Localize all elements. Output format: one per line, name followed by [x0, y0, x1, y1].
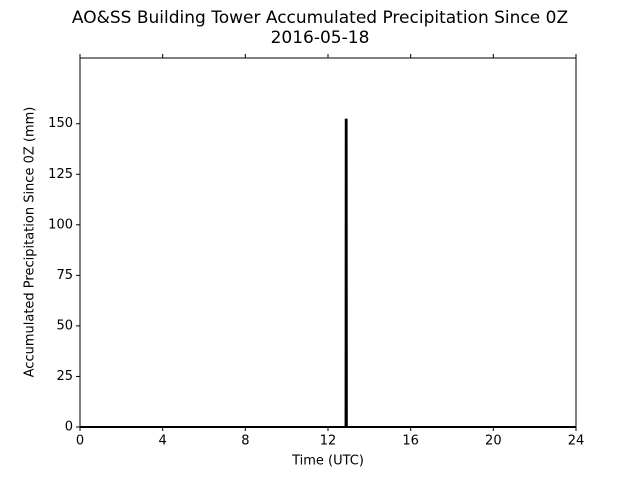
x-tick-label: 24	[568, 434, 585, 449]
chart-subtitle: 2016-05-18	[271, 28, 370, 48]
y-tick-label: 100	[48, 217, 73, 232]
y-tick-label: 50	[56, 318, 73, 333]
y-tick-label: 75	[56, 268, 73, 283]
x-tick-label: 16	[402, 434, 419, 449]
x-tick-label: 20	[485, 434, 502, 449]
y-tick-label: 0	[65, 420, 73, 435]
x-axis-label: Time (UTC)	[291, 454, 364, 469]
x-tick-label: 8	[241, 434, 249, 449]
y-tick-label: 125	[48, 167, 73, 182]
y-axis-label: Accumulated Precipitation Since 0Z (mm)	[23, 107, 38, 378]
plot-frame	[79, 57, 577, 428]
y-tick-label: 25	[56, 369, 73, 384]
data-line	[80, 118, 576, 428]
x-tick-label: 12	[320, 434, 337, 449]
y-tick-label: 150	[48, 116, 73, 131]
x-tick-label: 0	[76, 434, 84, 449]
chart-title: AO&SS Building Tower Accumulated Precipi…	[72, 8, 568, 28]
x-tick-label: 4	[159, 434, 167, 449]
